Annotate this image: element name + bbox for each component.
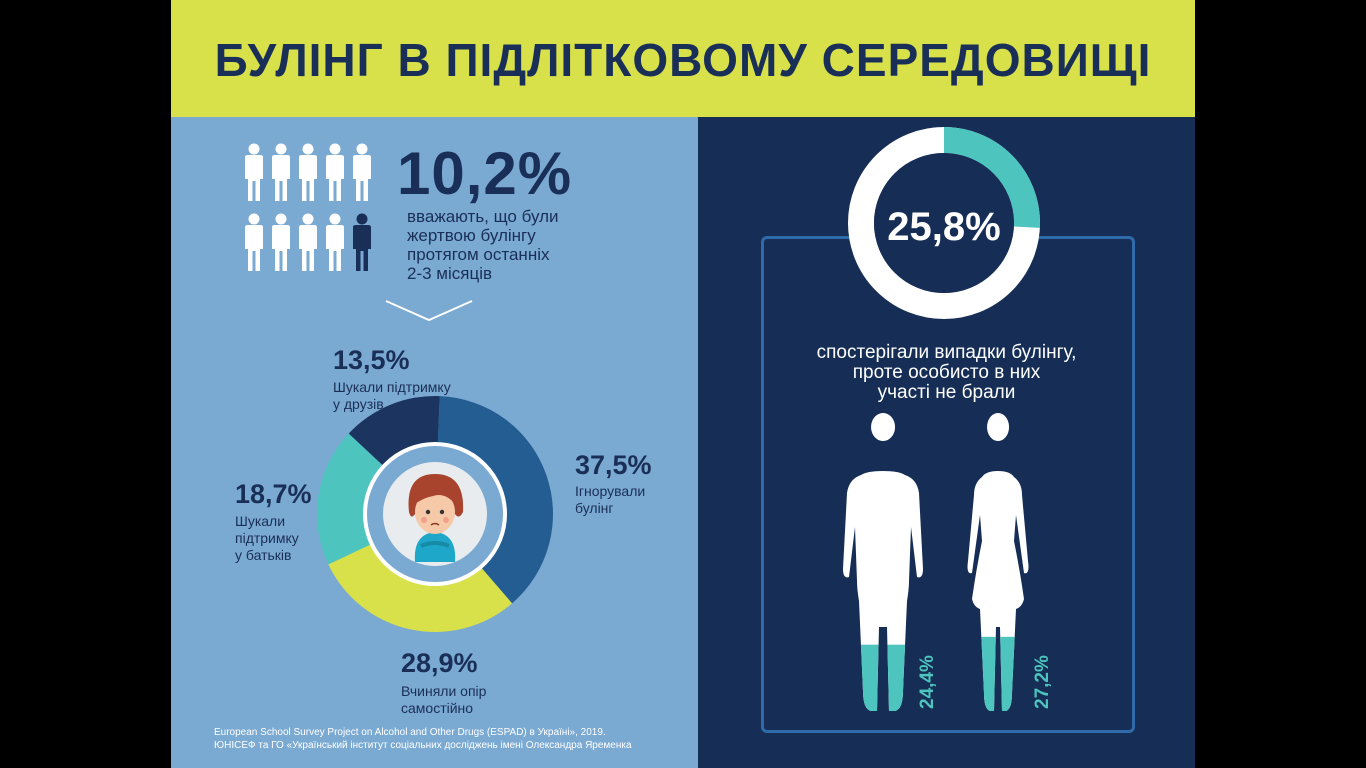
page-title: БУЛІНГ В ПІДЛІТКОВОМУ СЕРЕДОВИЩІ bbox=[214, 34, 1152, 86]
resisted-label: Вчиняли опір самостійно bbox=[401, 683, 486, 717]
ring-highlight bbox=[943, 127, 1040, 228]
victims-line: протягом останніх bbox=[407, 245, 550, 264]
source-line: European School Survey Project on Alcoho… bbox=[214, 727, 606, 738]
person-icon bbox=[245, 143, 263, 201]
friends-label-line: Шукали підтримку bbox=[333, 379, 451, 395]
person-icon bbox=[353, 143, 371, 201]
observers-line: участі не брали bbox=[877, 382, 1016, 403]
female-percent-label: 27,2% bbox=[1032, 655, 1053, 709]
title-bar: БУЛІНГ В ПІДЛІТКОВОМУ СЕРЕДОВИЩІ bbox=[171, 0, 1195, 117]
parents-percent: 18,7% bbox=[235, 479, 312, 509]
parents-label-line: підтримку bbox=[235, 530, 299, 546]
victims-line: 2-3 місяців bbox=[407, 264, 493, 283]
victims-line: вважають, що були bbox=[407, 207, 559, 226]
observers-percent: 25,8% bbox=[887, 205, 1001, 249]
victims-line: жертвою булінгу bbox=[407, 226, 536, 245]
friends-percent: 13,5% bbox=[333, 345, 410, 375]
female-silhouette-icon: 27,2% bbox=[967, 413, 1053, 711]
victims-percent: 10,2% bbox=[397, 140, 573, 207]
parents-label: Шукали підтримку у батьків bbox=[235, 513, 299, 564]
ignored-label-line: булінг bbox=[575, 500, 614, 516]
victims-description: вважають, що були жертвою булінгу протяг… bbox=[407, 207, 559, 283]
source-line: ЮНІСЕФ та ГО «Український інститут соціа… bbox=[214, 740, 632, 751]
parents-label-line: у батьків bbox=[235, 547, 292, 563]
friends-label-line: у друзів bbox=[333, 396, 384, 412]
person-icon bbox=[353, 213, 371, 271]
resisted-label-line: самостійно bbox=[401, 700, 474, 716]
observers-line: проте особисто в них bbox=[852, 362, 1041, 383]
right-panel: 25,8% спостерігали випадки булінгу, прот… bbox=[698, 117, 1195, 768]
left-panel: 10,2% вважають, що були жертвою булінгу … bbox=[171, 117, 698, 768]
person-icon bbox=[299, 143, 317, 201]
donut-slice bbox=[348, 396, 440, 467]
person-icon bbox=[245, 213, 263, 271]
person-icon bbox=[272, 213, 290, 271]
chevron-down-icon bbox=[385, 300, 473, 322]
person-icon bbox=[299, 213, 317, 271]
donut-slice bbox=[328, 543, 513, 632]
source-note: European School Survey Project on Alcoho… bbox=[214, 726, 632, 752]
resisted-label-line: Вчиняли опір bbox=[401, 683, 487, 699]
people-icon-grid bbox=[245, 143, 371, 271]
girl-illustration-icon bbox=[383, 462, 487, 566]
observers-ring-chart bbox=[848, 127, 1040, 319]
donut-slice bbox=[437, 396, 553, 604]
person-icon bbox=[272, 143, 290, 201]
person-icon bbox=[326, 213, 344, 271]
person-icon bbox=[326, 143, 344, 201]
friends-label: Шукали підтримку у друзів bbox=[333, 379, 451, 413]
silhouettes-layer: 24,4% 27,2% bbox=[843, 413, 1053, 711]
resisted-percent: 28,9% bbox=[401, 648, 478, 678]
male-percent-label: 24,4% bbox=[917, 655, 938, 709]
ignored-label-line: Ігнорували bbox=[575, 483, 646, 499]
parents-label-line: Шукали bbox=[235, 513, 286, 529]
observers-line: спостерігали випадки булінгу, bbox=[816, 342, 1077, 363]
infographic-slide: БУЛІНГ В ПІДЛІТКОВОМУ СЕРЕДОВИЩІ 10,2% в… bbox=[171, 0, 1195, 768]
observers-description: спостерігали випадки булінгу, проте особ… bbox=[768, 343, 1125, 403]
reactions-donut-chart bbox=[317, 396, 553, 632]
ignored-percent: 37,5% bbox=[575, 450, 652, 480]
male-silhouette-icon: 24,4% bbox=[843, 413, 938, 711]
ignored-label: Ігнорували булінг bbox=[575, 483, 645, 517]
